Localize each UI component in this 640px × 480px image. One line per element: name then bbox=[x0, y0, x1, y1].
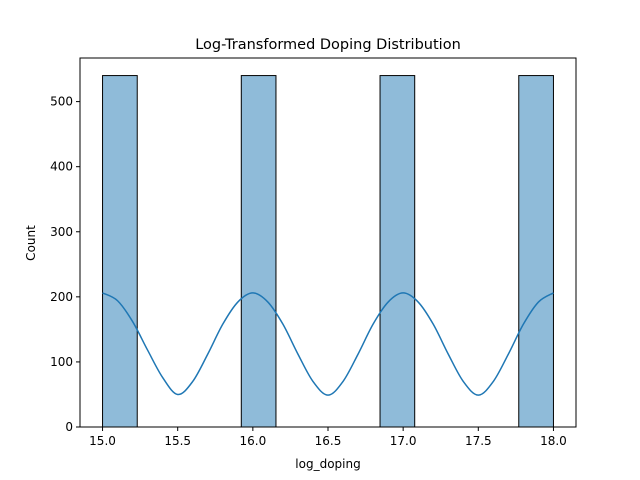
histogram-bars bbox=[102, 75, 554, 428]
histogram-bar-1 bbox=[102, 75, 138, 428]
kde-line bbox=[102, 292, 554, 396]
x-tick-label: 15.5 bbox=[164, 434, 191, 448]
y-tick-label: 400 bbox=[50, 160, 73, 174]
y-tick-label: 0 bbox=[65, 420, 73, 434]
y-axis-label: Count bbox=[24, 225, 38, 261]
histogram-bar-3 bbox=[379, 75, 416, 428]
x-tick-label: 16.5 bbox=[315, 434, 342, 448]
chart-title: Log-Transformed Doping Distribution bbox=[195, 37, 461, 53]
x-tick-label: 18.0 bbox=[540, 434, 567, 448]
histogram-bar-4 bbox=[518, 75, 554, 428]
y-tick-label: 500 bbox=[50, 95, 73, 109]
kde-curve-group bbox=[102, 292, 554, 396]
y-tick-label: 100 bbox=[50, 355, 73, 369]
x-tick-label: 16.0 bbox=[239, 434, 266, 448]
y-tick-label: 200 bbox=[50, 290, 73, 304]
x-axis-ticks: 15.0 15.5 16.0 16.5 17.0 17.5 18.0 bbox=[89, 427, 567, 448]
x-tick-label: 15.0 bbox=[89, 434, 116, 448]
x-axis-label: log_doping bbox=[295, 457, 360, 471]
x-tick-label: 17.0 bbox=[390, 434, 417, 448]
histogram-bar-2 bbox=[240, 75, 277, 428]
y-tick-label: 300 bbox=[50, 225, 73, 239]
y-axis-ticks: 0 100 200 300 400 500 bbox=[50, 95, 80, 434]
x-tick-label: 17.5 bbox=[465, 434, 492, 448]
